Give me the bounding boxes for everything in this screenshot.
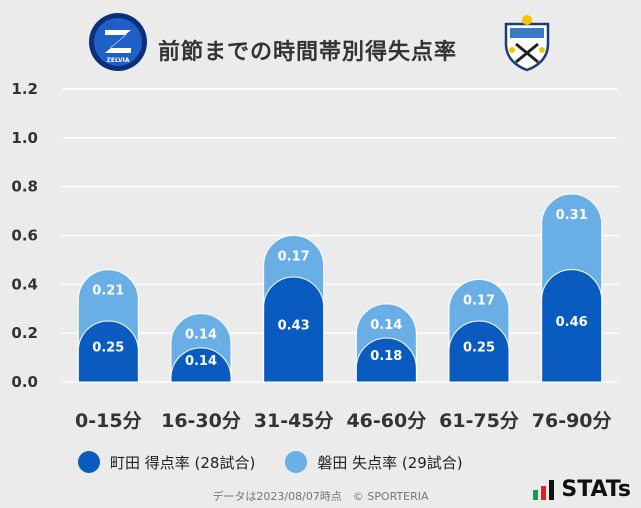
- x-category-label: 16-30分: [161, 410, 241, 432]
- chart-title: 前節までの時間帯別得失点率: [158, 40, 458, 65]
- bar-machida: [170, 347, 232, 383]
- y-tick-label: 0.6: [11, 227, 38, 245]
- value-label-iwata: 0.14: [185, 328, 217, 343]
- legend-swatch-iwata: [285, 451, 308, 473]
- y-tick-label: 0.2: [11, 324, 38, 342]
- bar-machida: [77, 320, 139, 383]
- y-tick-label: 0.8: [11, 178, 38, 196]
- bar-machida: [448, 320, 510, 383]
- value-label-iwata: 0.17: [278, 250, 310, 265]
- legend-swatch-machida: [78, 451, 100, 473]
- stats-logo-icon: [533, 479, 555, 500]
- y-tick-label: 0.4: [11, 275, 38, 293]
- value-label-machida: 0.46: [556, 315, 588, 330]
- jubilo-logo: [504, 15, 550, 72]
- y-tick-label: 0.0: [11, 373, 38, 391]
- value-label-machida: 0.14: [185, 354, 217, 369]
- value-label-machida: 0.18: [370, 349, 402, 364]
- y-tick-label: 1.2: [11, 80, 38, 98]
- legend-item-iwata: 磐田 失点率 (29試合): [285, 451, 463, 473]
- x-category-label: 0-15分: [75, 410, 142, 432]
- bar-machida: [541, 269, 603, 383]
- chart-legend: 町田 得点率 (28試合) 磐田 失点率 (29試合): [78, 448, 493, 476]
- value-label-iwata: 0.31: [556, 208, 588, 223]
- value-label-machida: 0.43: [278, 319, 310, 334]
- x-category-label: 61-75分: [439, 410, 519, 432]
- bar-machida: [355, 337, 417, 383]
- value-label-iwata: 0.14: [370, 318, 402, 333]
- x-category-label: 46-60分: [346, 410, 426, 432]
- legend-label-iwata: 磐田 失点率 (29試合): [317, 453, 463, 472]
- stats-brand-text: STATs: [561, 477, 631, 502]
- legend-label-machida: 町田 得点率 (28試合): [110, 453, 256, 472]
- stats-brand: STATs: [533, 477, 631, 502]
- stacked-bar-chart: 0.0 0.2 0.4 0.6 0.8 1.0 1.2 0.25 0.21 0-15分 0.14 0.…: [11, 80, 618, 432]
- value-label-machida: 0.25: [92, 340, 124, 355]
- legend-item-machida: 町田 得点率 (28試合): [78, 451, 255, 473]
- zelvia-logo: ZELVIA: [89, 13, 147, 71]
- value-label-iwata: 0.21: [92, 284, 124, 299]
- x-category-label: 76-90分: [532, 410, 612, 432]
- footer-note: データは2023/08/07時点 © SPORTERIA: [212, 490, 429, 503]
- bar-machida: [263, 276, 325, 383]
- zelvia-logo-text: ZELVIA: [107, 57, 130, 64]
- y-tick-label: 1.0: [11, 129, 38, 147]
- chart-header: ZELVIA 前節までの時間帯別得失点率: [0, 12, 641, 74]
- value-label-iwata: 0.17: [463, 293, 495, 308]
- value-label-machida: 0.25: [463, 340, 495, 355]
- x-category-label: 31-45分: [254, 410, 334, 432]
